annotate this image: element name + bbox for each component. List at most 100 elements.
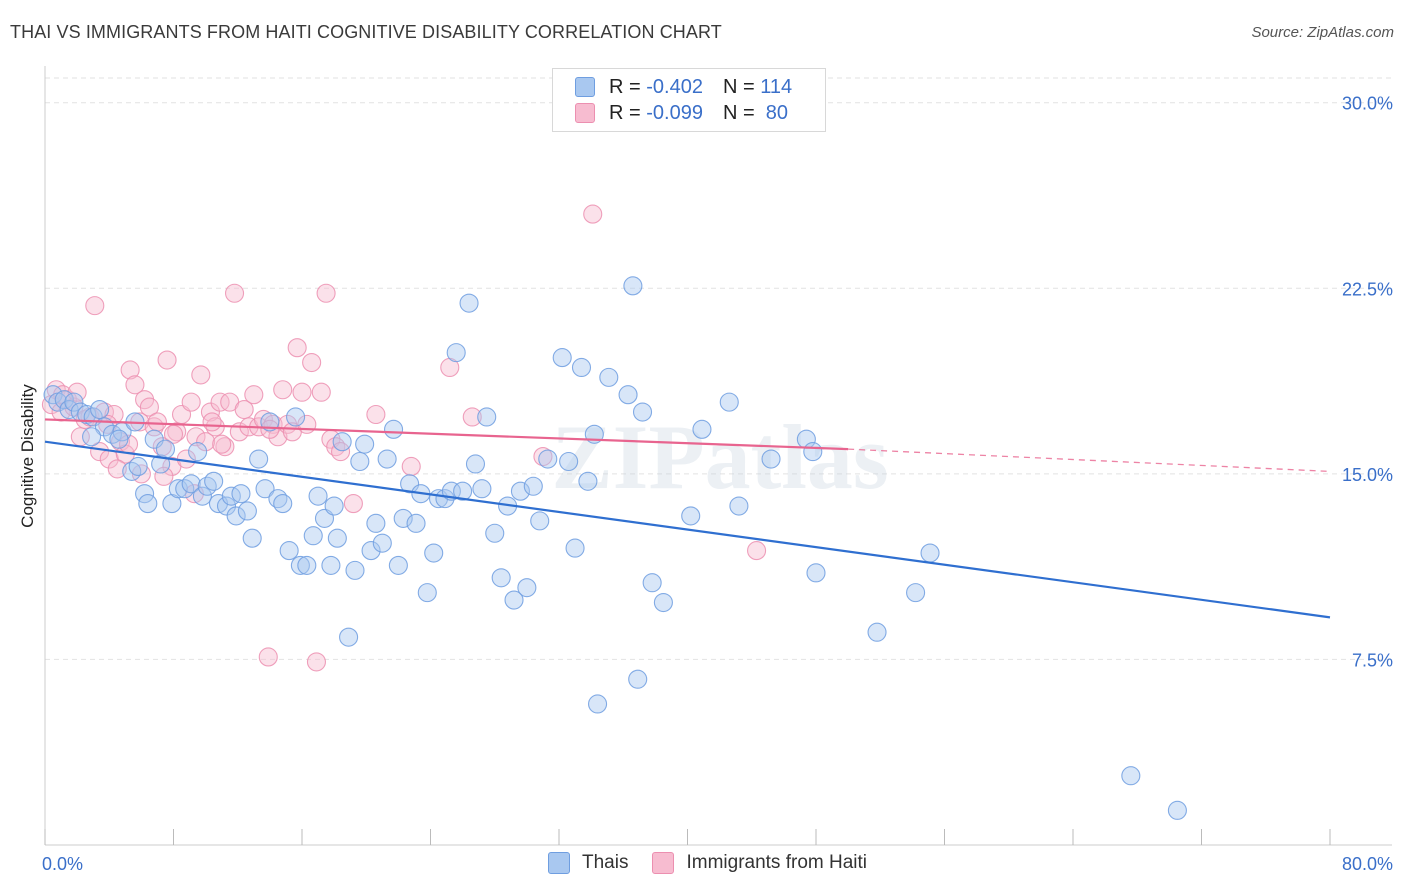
haiti-point bbox=[311, 382, 331, 402]
thai-point bbox=[417, 583, 437, 603]
thai-point bbox=[192, 486, 212, 506]
haiti-point bbox=[343, 494, 363, 514]
thai-point bbox=[803, 442, 823, 462]
thai-point bbox=[388, 555, 408, 575]
thai-points bbox=[43, 276, 1187, 820]
thai-point bbox=[806, 563, 826, 583]
thai-point bbox=[653, 592, 673, 613]
thai-point bbox=[406, 513, 426, 533]
thai-point bbox=[384, 419, 404, 439]
y-tick-label: 15.0% bbox=[1342, 465, 1393, 485]
correlation-legend: R = -0.402 N = 114 R = -0.099 N = 80 bbox=[552, 68, 826, 132]
thai-point bbox=[242, 528, 262, 548]
thais-trend-line bbox=[44, 440, 1331, 619]
thai-point bbox=[155, 439, 176, 459]
haiti-point bbox=[258, 647, 278, 667]
source-label: Source: ZipAtlas.com bbox=[1251, 24, 1394, 41]
thai-point bbox=[361, 541, 381, 561]
thai-point bbox=[231, 484, 251, 504]
thai-point bbox=[920, 543, 940, 563]
thai-point bbox=[321, 555, 341, 575]
thai-point bbox=[538, 449, 558, 469]
thai-point bbox=[485, 523, 505, 543]
thai-point bbox=[168, 479, 188, 499]
legend-row-thais: R = -0.402 N = 114 bbox=[575, 75, 792, 99]
axes bbox=[44, 66, 1392, 846]
haiti-point bbox=[224, 283, 245, 303]
thai-point bbox=[82, 427, 102, 447]
thai-point bbox=[279, 541, 299, 561]
haiti-point bbox=[273, 380, 293, 400]
haiti-point bbox=[186, 427, 206, 447]
haiti-point bbox=[583, 204, 603, 224]
thai-point bbox=[465, 454, 486, 474]
haiti-point bbox=[85, 296, 105, 316]
thai-point bbox=[587, 694, 608, 714]
n-value: 80 bbox=[760, 101, 789, 124]
haiti-point bbox=[157, 350, 177, 370]
thai-point bbox=[90, 399, 110, 420]
thai-point bbox=[906, 583, 926, 603]
thai-point bbox=[128, 456, 148, 476]
legend-item-thais: Thais bbox=[548, 852, 628, 874]
haiti-point bbox=[107, 459, 127, 479]
n-label: N = bbox=[722, 75, 761, 98]
haiti-point bbox=[200, 402, 220, 422]
haiti-point bbox=[212, 434, 232, 454]
thai-point bbox=[297, 555, 317, 575]
thai-point bbox=[578, 471, 598, 491]
thai-point bbox=[260, 412, 280, 432]
thai-point bbox=[286, 407, 306, 427]
haiti-swatch bbox=[652, 852, 675, 874]
thai-point bbox=[517, 578, 537, 598]
thai-point bbox=[453, 481, 473, 501]
thai-point bbox=[249, 449, 269, 469]
thai-point bbox=[237, 501, 257, 521]
thai-point bbox=[290, 555, 310, 575]
thai-point bbox=[273, 494, 293, 514]
r-value: -0.402 bbox=[646, 75, 703, 98]
thai-point bbox=[377, 449, 397, 469]
thai-point bbox=[216, 496, 237, 516]
legend-label: Thais bbox=[582, 852, 629, 873]
n-value: 114 bbox=[760, 75, 793, 98]
haiti-point bbox=[147, 412, 167, 432]
trend-lines bbox=[44, 418, 1331, 619]
grid-lines bbox=[45, 77, 1392, 660]
thai-point bbox=[1167, 800, 1187, 820]
thai-point bbox=[188, 442, 208, 462]
haiti-point bbox=[191, 365, 211, 385]
haiti-point bbox=[202, 412, 222, 432]
watermark: ZIPatlas bbox=[551, 406, 888, 508]
thai-point bbox=[64, 392, 84, 412]
haiti-point bbox=[125, 375, 145, 395]
thai-point bbox=[565, 538, 585, 558]
thai-point bbox=[366, 513, 386, 533]
thai-point bbox=[599, 367, 619, 387]
thai-point bbox=[197, 476, 217, 496]
haiti-point bbox=[154, 466, 174, 486]
series-legend: Thais Immigrants from Haiti bbox=[548, 852, 891, 874]
thai-point bbox=[355, 434, 375, 454]
thai-point bbox=[446, 343, 466, 363]
haiti-points bbox=[41, 204, 767, 672]
tick-labels: 7.5% 15.0% 22.5% 30.0% 0.0% 80.0% bbox=[42, 94, 1393, 874]
haiti-point bbox=[287, 338, 307, 358]
thai-point bbox=[332, 432, 352, 452]
thai-point bbox=[472, 479, 492, 499]
haiti-point bbox=[234, 399, 254, 420]
n-label: N = bbox=[722, 101, 761, 124]
haiti-point bbox=[215, 437, 235, 457]
haiti-point bbox=[292, 382, 312, 402]
legend-label: Immigrants from Haiti bbox=[686, 852, 867, 873]
thai-point bbox=[138, 494, 158, 514]
legend-item-haiti: Immigrants from Haiti bbox=[652, 852, 867, 874]
haiti-point bbox=[462, 407, 482, 427]
watermark-text: ZIPatlas bbox=[551, 406, 888, 508]
thai-point bbox=[303, 526, 323, 546]
haiti-point bbox=[316, 283, 336, 303]
haiti-point bbox=[330, 442, 351, 462]
chart-title: THAI VS IMMIGRANTS FROM HAITI COGNITIVE … bbox=[10, 22, 722, 42]
thai-point bbox=[510, 481, 531, 501]
